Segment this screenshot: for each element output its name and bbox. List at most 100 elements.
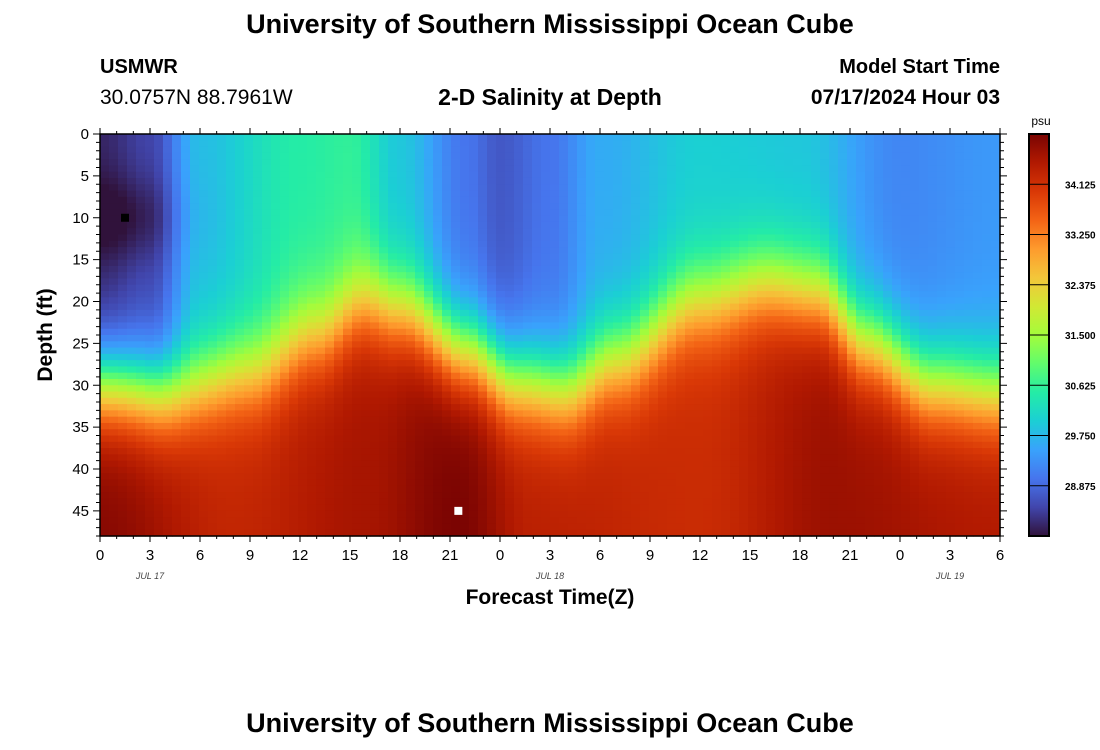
heatmap-cell xyxy=(172,366,182,374)
heatmap-cell xyxy=(523,448,533,455)
heatmap-cell xyxy=(523,391,533,399)
heatmap-cell xyxy=(721,221,731,229)
heatmap-cell xyxy=(631,177,641,185)
heatmap-cell xyxy=(631,265,641,273)
heatmap-cell xyxy=(559,134,569,141)
heatmap-cell xyxy=(388,498,398,506)
heatmap-cell xyxy=(415,253,425,261)
heatmap-cell xyxy=(280,454,290,462)
heatmap-cell xyxy=(163,410,173,418)
heatmap-cell xyxy=(217,272,227,280)
heatmap-cell xyxy=(307,328,317,336)
heatmap-cell xyxy=(343,303,353,311)
heatmap-cell xyxy=(361,341,371,349)
heatmap-cell xyxy=(586,297,596,305)
heatmap-cell xyxy=(550,190,560,198)
heatmap-cell xyxy=(550,140,560,148)
heatmap-cell xyxy=(703,529,713,537)
heatmap-cell xyxy=(100,291,110,298)
heatmap-cell xyxy=(235,190,245,198)
heatmap-cell xyxy=(568,146,578,154)
heatmap-cell xyxy=(676,429,686,437)
heatmap-cell xyxy=(361,353,371,361)
heatmap-cell xyxy=(433,159,443,167)
heatmap-cell xyxy=(505,253,515,261)
heatmap-cell xyxy=(334,416,344,424)
heatmap-cell xyxy=(217,171,227,179)
heatmap-cell xyxy=(496,278,506,286)
heatmap-cell xyxy=(514,253,524,261)
heatmap-cell xyxy=(469,504,479,512)
heatmap-cell xyxy=(352,366,362,374)
heatmap-cell xyxy=(334,391,344,399)
heatmap-cell xyxy=(721,397,731,405)
heatmap-cell xyxy=(604,410,614,418)
heatmap-cell xyxy=(415,422,425,430)
heatmap-cell xyxy=(136,215,146,223)
heatmap-cell xyxy=(568,171,578,179)
heatmap-cell xyxy=(118,492,128,499)
heatmap-cell xyxy=(397,159,407,167)
heatmap-cell xyxy=(343,466,353,474)
heatmap-cell xyxy=(568,284,578,292)
heatmap-cell xyxy=(721,215,731,223)
heatmap-cell xyxy=(172,391,182,399)
heatmap-cell xyxy=(613,196,623,204)
heatmap-cell xyxy=(262,410,272,418)
heatmap-cell xyxy=(766,479,776,487)
heatmap-cell xyxy=(190,247,200,254)
heatmap-cell xyxy=(514,278,524,286)
heatmap-cell xyxy=(316,504,326,512)
heatmap-cell xyxy=(487,297,497,305)
heatmap-cell xyxy=(397,366,407,374)
heatmap-cell xyxy=(208,259,218,267)
heatmap-cell xyxy=(523,152,533,160)
heatmap-cell xyxy=(703,454,713,462)
heatmap-cell xyxy=(730,165,740,173)
heatmap-cell xyxy=(379,303,389,311)
heatmap-cell xyxy=(406,460,416,468)
heatmap-cell xyxy=(523,303,533,311)
heatmap-cell xyxy=(784,448,794,455)
heatmap-cell xyxy=(514,347,524,355)
heatmap-cell xyxy=(766,485,776,493)
heatmap-cell xyxy=(298,454,308,462)
heatmap-cell xyxy=(343,322,353,330)
heatmap-cell xyxy=(613,240,623,248)
heatmap-cell xyxy=(487,159,497,167)
heatmap-cell xyxy=(154,297,164,305)
heatmap-cell xyxy=(667,303,677,311)
heatmap-cell xyxy=(433,152,443,160)
heatmap-cell xyxy=(460,360,470,368)
heatmap-cell xyxy=(244,435,254,443)
heatmap-cell xyxy=(766,498,776,506)
heatmap-cell xyxy=(667,322,677,330)
heatmap-cell xyxy=(244,485,254,493)
heatmap-cell xyxy=(622,278,632,286)
heatmap-cell xyxy=(388,429,398,437)
heatmap-cell xyxy=(487,416,497,424)
heatmap-cell xyxy=(415,366,425,374)
heatmap-cell xyxy=(775,504,785,512)
heatmap-cell xyxy=(640,353,650,361)
heatmap-cell xyxy=(649,366,659,374)
heatmap-cell xyxy=(739,215,749,223)
heatmap-cell xyxy=(478,410,488,418)
heatmap-cell xyxy=(352,372,362,380)
heatmap-cell xyxy=(712,335,722,342)
heatmap-cell xyxy=(136,366,146,374)
heatmap-cell xyxy=(136,347,146,355)
heatmap-cell xyxy=(361,460,371,468)
heatmap-cell xyxy=(568,309,578,317)
heatmap-cell xyxy=(469,479,479,487)
heatmap-cell xyxy=(748,272,758,280)
heatmap-cell xyxy=(433,247,443,254)
heatmap-cell xyxy=(262,234,272,242)
heatmap-cell xyxy=(784,510,794,518)
heatmap-cell xyxy=(361,184,371,192)
heatmap-cell xyxy=(442,479,452,487)
heatmap-cell xyxy=(253,146,263,154)
heatmap-cell xyxy=(172,303,182,311)
heatmap-cell xyxy=(181,309,191,317)
heatmap-cell xyxy=(442,247,452,254)
